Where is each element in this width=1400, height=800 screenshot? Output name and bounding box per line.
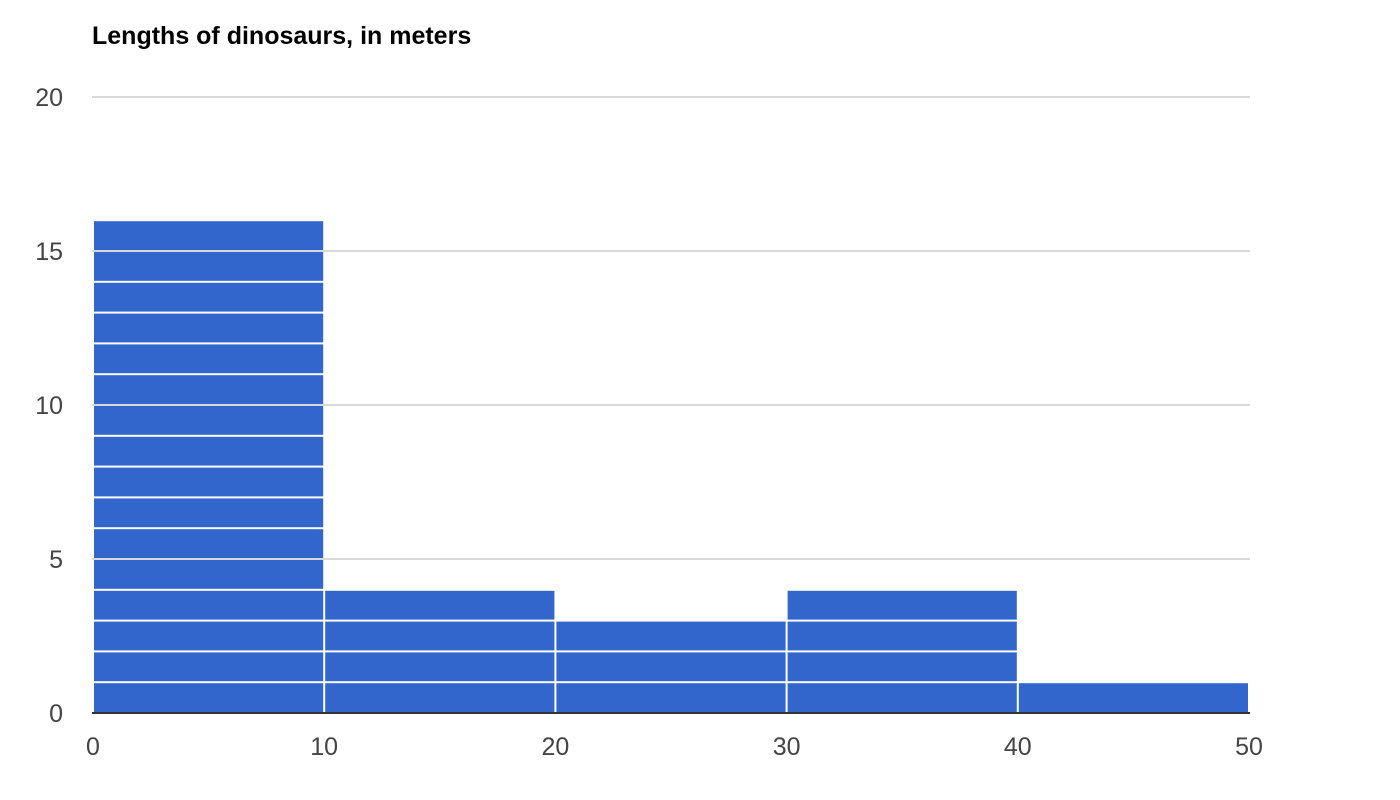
x-tick-label: 10 xyxy=(310,733,338,761)
y-tick-label: 10 xyxy=(35,392,63,420)
bar-unit-block xyxy=(94,375,324,404)
chart-title: Lengths of dinosaurs, in meters xyxy=(92,22,472,50)
bar-unit-block xyxy=(94,467,324,497)
bar-unit-block xyxy=(556,683,786,712)
gridlines xyxy=(92,96,1250,560)
bar-unit-block xyxy=(94,590,324,620)
x-tick-label: 50 xyxy=(1235,733,1263,761)
bar-unit-block xyxy=(94,683,324,712)
x-tick-label: 40 xyxy=(1004,733,1032,761)
histogram-bar xyxy=(787,590,1017,712)
histogram-bar xyxy=(94,221,324,712)
bar-unit-block xyxy=(94,436,324,466)
bar-unit-block xyxy=(556,621,786,651)
bar-unit-block xyxy=(94,252,324,281)
x-tick-label: 20 xyxy=(541,733,569,761)
histogram-bar xyxy=(1018,683,1248,712)
bar-unit-block xyxy=(94,652,324,682)
y-tick-label: 5 xyxy=(49,546,63,574)
y-axis-ticks: 0 5 10 15 20 xyxy=(35,84,63,728)
bar-unit-block xyxy=(94,560,324,589)
bar-unit-block xyxy=(94,221,324,250)
histogram-bar xyxy=(556,621,786,712)
histogram-bars xyxy=(94,221,1248,712)
bar-unit-block xyxy=(787,683,1017,712)
bar-unit-block xyxy=(94,406,324,435)
bar-unit-block xyxy=(787,590,1017,620)
bar-unit-block xyxy=(325,652,555,682)
bar-unit-block xyxy=(787,652,1017,682)
bar-unit-block xyxy=(94,529,324,558)
histogram-bar xyxy=(325,590,555,712)
x-tick-label: 30 xyxy=(773,733,801,761)
bar-unit-block xyxy=(1018,683,1248,712)
bar-unit-block xyxy=(325,683,555,712)
y-tick-label: 15 xyxy=(35,238,63,266)
bar-unit-block xyxy=(556,652,786,682)
bar-unit-block xyxy=(787,621,1017,651)
x-tick-label: 0 xyxy=(86,733,100,761)
bar-unit-block xyxy=(94,344,324,374)
bar-unit-block xyxy=(94,313,324,343)
bar-unit-block xyxy=(325,621,555,651)
bar-unit-block xyxy=(94,282,324,312)
y-tick-label: 0 xyxy=(49,700,63,728)
y-tick-label: 20 xyxy=(35,84,63,112)
bar-unit-block xyxy=(325,590,555,620)
bar-unit-block xyxy=(94,621,324,651)
bar-unit-block xyxy=(94,498,324,528)
x-axis-ticks: 0 10 20 30 40 50 xyxy=(86,733,1263,761)
